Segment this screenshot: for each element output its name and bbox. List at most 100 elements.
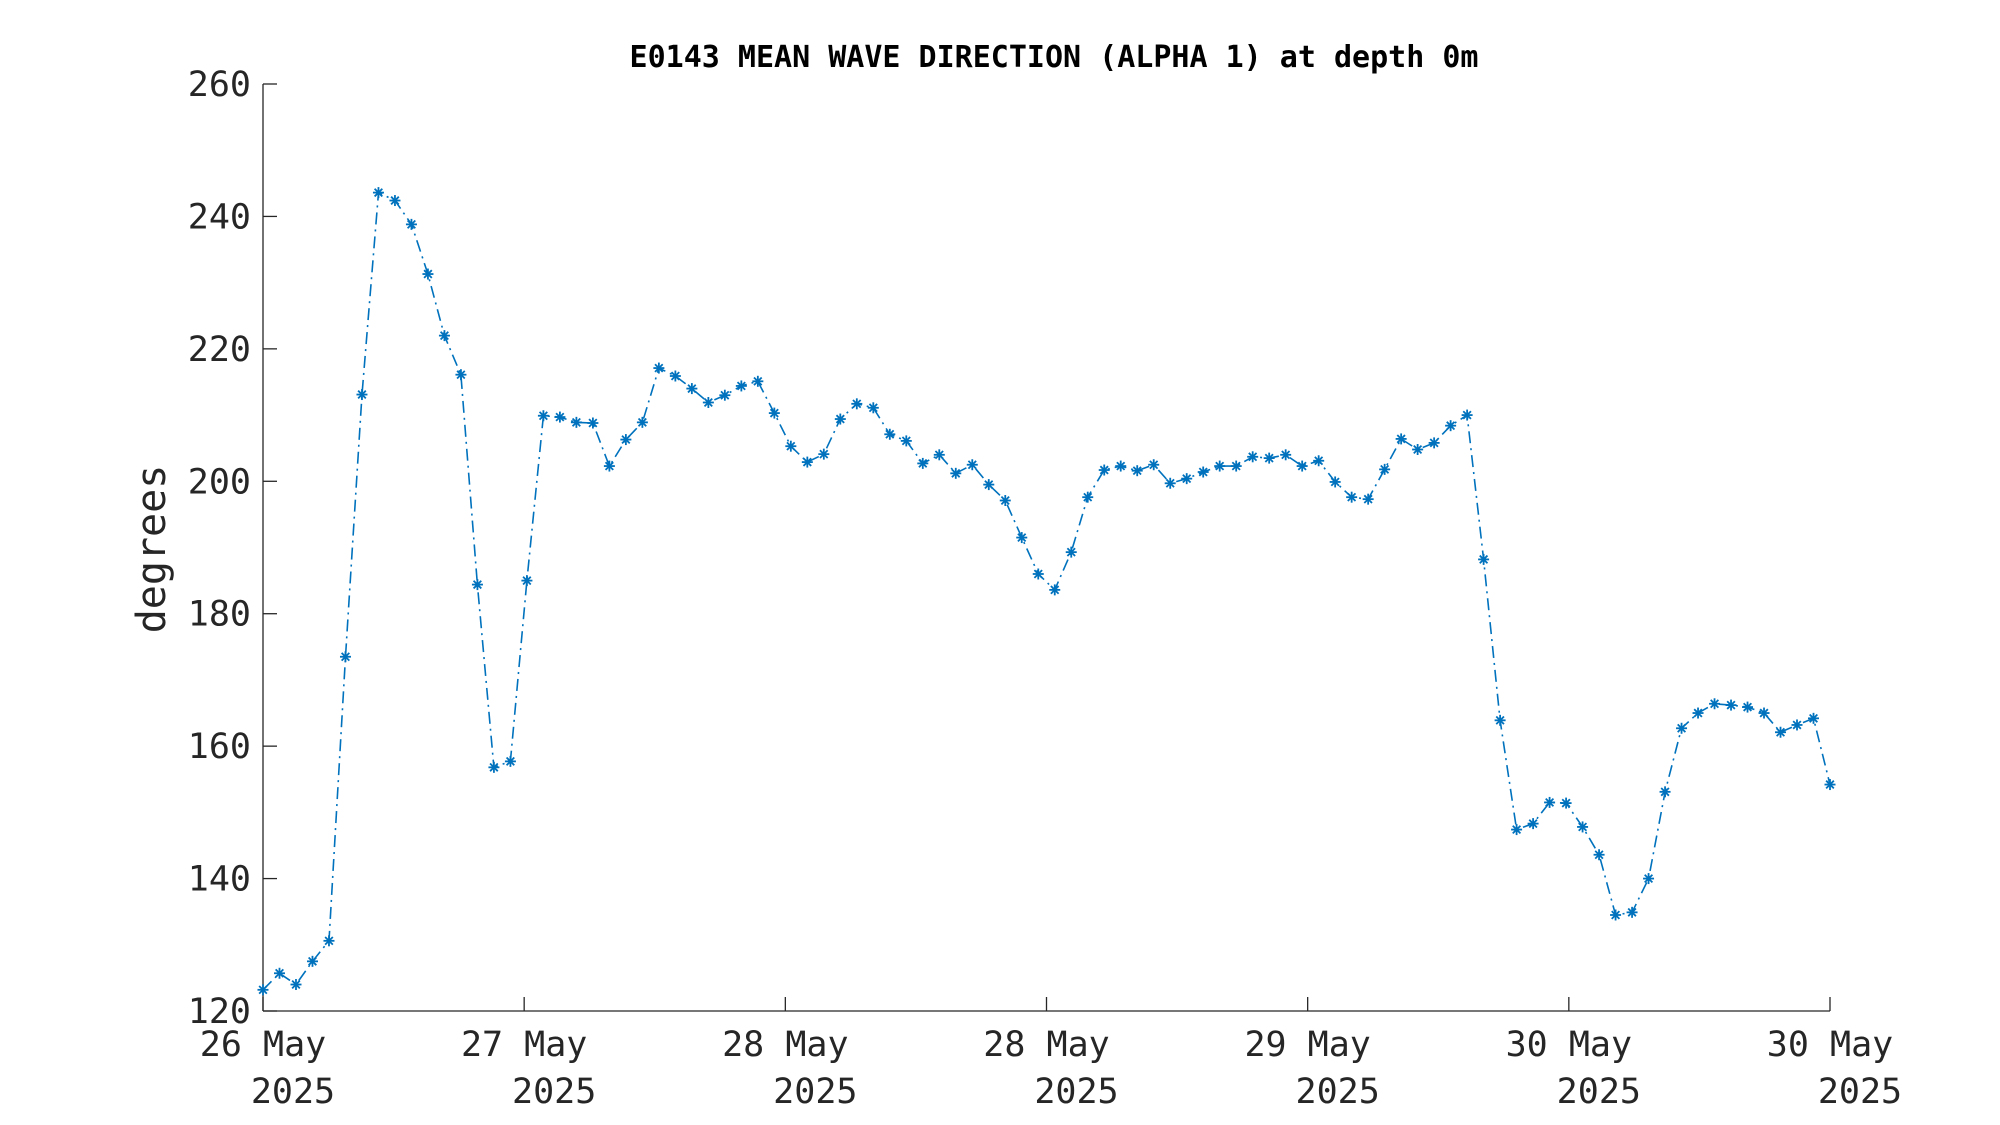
data-point: [323, 935, 335, 947]
data-point: [933, 449, 945, 461]
data-point: [1032, 568, 1044, 580]
data-point: [1082, 491, 1094, 503]
series: [257, 187, 1836, 996]
y-tick-label: 240: [188, 197, 251, 237]
data-point: [438, 330, 450, 342]
data-point: [686, 383, 698, 395]
data-point: [1824, 779, 1836, 791]
data-point: [1808, 712, 1820, 724]
x-tick-label: 28 May: [983, 1025, 1109, 1065]
data-point: [917, 457, 929, 469]
data-point: [1742, 701, 1754, 713]
data-point: [768, 407, 780, 419]
x-tick-label: 30 May: [1767, 1025, 1893, 1065]
data-point: [1329, 476, 1341, 488]
data-point: [1115, 460, 1127, 472]
data-point: [1065, 546, 1077, 558]
data-point: [636, 416, 648, 428]
x-tick-label: 27 May: [461, 1025, 587, 1065]
data-point: [1313, 455, 1325, 467]
data-point: [1181, 473, 1193, 485]
data-point: [1428, 437, 1440, 449]
data-point: [537, 410, 549, 422]
data-point: [554, 411, 566, 423]
data-point: [521, 575, 533, 587]
data-point: [999, 494, 1011, 506]
data-point: [884, 428, 896, 440]
data-point: [372, 187, 384, 199]
data-point: [1214, 460, 1226, 472]
data-point: [1593, 849, 1605, 861]
data-point: [273, 967, 285, 979]
x-tick-label-year: 2025: [1034, 1072, 1118, 1112]
y-axis-ticks: 120 140 160 180 200 220 240 260: [188, 65, 277, 1032]
data-point: [1379, 463, 1391, 475]
y-tick-label: 260: [188, 65, 251, 105]
data-point: [1296, 460, 1308, 472]
data-point: [257, 984, 269, 996]
data-point: [900, 435, 912, 447]
x-tick-label-year: 2025: [251, 1072, 335, 1112]
data-point: [339, 651, 351, 663]
data-point: [504, 755, 516, 767]
data-point: [1445, 420, 1457, 432]
y-tick-label: 140: [188, 860, 251, 900]
data-point: [405, 218, 417, 230]
data-point: [1247, 451, 1259, 463]
data-point: [1230, 460, 1242, 472]
x-tick-label-year: 2025: [773, 1072, 857, 1112]
x-tick-label-year: 2025: [1818, 1072, 1902, 1112]
data-point: [653, 362, 665, 374]
data-point: [966, 459, 978, 471]
data-point: [1610, 909, 1622, 921]
x-tick-label: 29 May: [1244, 1025, 1370, 1065]
data-point: [389, 195, 401, 207]
data-point: [1131, 465, 1143, 477]
data-point: [1544, 796, 1556, 808]
data-point: [1280, 449, 1292, 461]
data-point: [669, 370, 681, 382]
data-point: [1626, 906, 1638, 918]
y-tick-label: 220: [188, 330, 251, 370]
chart-title: E0143 MEAN WAVE DIRECTION (ALPHA 1) at d…: [630, 40, 1479, 75]
y-axis-label: degrees: [129, 465, 175, 634]
data-point: [1016, 532, 1028, 544]
data-point: [1197, 466, 1209, 478]
data-point: [950, 467, 962, 479]
data-point: [752, 375, 764, 387]
data-point: [1758, 707, 1770, 719]
data-point: [851, 398, 863, 410]
data-point: [719, 389, 731, 401]
data-point: [1263, 452, 1275, 464]
data-point: [455, 369, 467, 381]
series-line: [262, 191, 1831, 991]
data-point: [1643, 873, 1655, 885]
data-point: [488, 761, 500, 773]
data-point: [1148, 459, 1160, 471]
data-point: [471, 579, 483, 591]
data-point: [983, 479, 995, 491]
data-point: [735, 380, 747, 392]
data-point: [1478, 553, 1490, 565]
axes: [262, 84, 1830, 1012]
x-axis-ticks: 26 May 2025 27 May 2025 28 May 2025 28 May 2025…: [200, 997, 1902, 1112]
x-tick-label-year: 2025: [1557, 1072, 1641, 1112]
data-point: [818, 448, 830, 460]
data-point: [1775, 726, 1787, 738]
data-point: [1412, 444, 1424, 456]
y-tick-label: 160: [188, 727, 251, 767]
data-point: [570, 416, 582, 428]
data-point: [587, 417, 599, 429]
y-tick-label: 200: [188, 462, 251, 502]
data-point: [603, 460, 615, 472]
data-point: [356, 389, 368, 401]
data-point: [1164, 477, 1176, 489]
data-point: [1049, 584, 1061, 596]
y-tick-label: 120: [188, 992, 251, 1032]
data-point: [306, 955, 318, 967]
data-point: [1494, 714, 1506, 726]
data-point: [422, 268, 434, 280]
data-point: [1791, 719, 1803, 731]
x-tick-label-year: 2025: [512, 1072, 596, 1112]
